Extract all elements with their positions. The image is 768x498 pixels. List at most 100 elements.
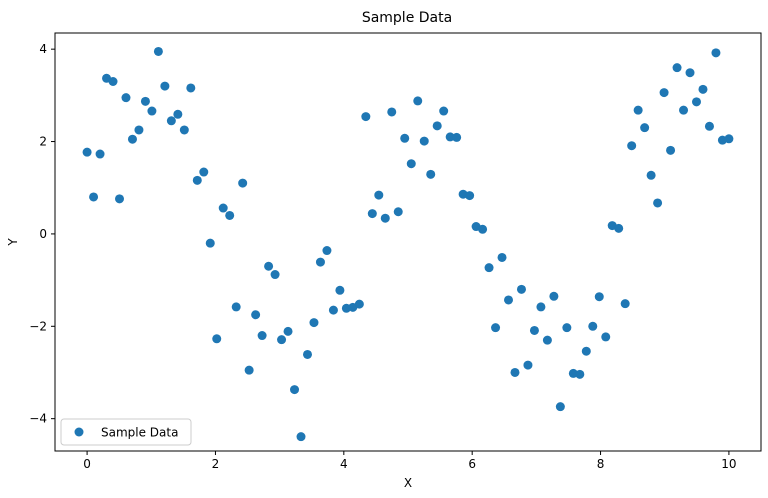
- data-point: [452, 132, 462, 142]
- data-point: [432, 121, 442, 131]
- data-point: [594, 292, 604, 302]
- y-tick-label: 4: [39, 42, 47, 56]
- data-point: [653, 198, 663, 208]
- data-point: [199, 167, 209, 177]
- data-point: [283, 326, 293, 336]
- data-point: [614, 223, 624, 233]
- data-point: [335, 285, 345, 295]
- data-point: [588, 321, 598, 331]
- data-point: [380, 213, 390, 223]
- data-point: [484, 263, 494, 273]
- data-point: [640, 123, 650, 133]
- x-tick-label: 8: [597, 457, 605, 471]
- data-point: [238, 178, 248, 188]
- data-point: [328, 305, 338, 315]
- data-point: [160, 81, 170, 91]
- data-point: [251, 310, 261, 320]
- data-point: [413, 96, 423, 106]
- data-point: [82, 147, 92, 157]
- data-point: [387, 107, 397, 117]
- data-point: [419, 136, 429, 146]
- legend-marker: [74, 427, 84, 437]
- data-point: [290, 385, 300, 395]
- data-point: [374, 190, 384, 200]
- y-tick-label: 0: [39, 227, 47, 241]
- x-tick-label: 4: [340, 457, 348, 471]
- data-point: [192, 175, 202, 185]
- data-point: [575, 369, 585, 379]
- data-point: [536, 302, 546, 312]
- data-point: [542, 335, 552, 345]
- data-point: [620, 299, 630, 309]
- data-point: [225, 210, 235, 220]
- data-point: [186, 83, 196, 93]
- data-point: [147, 106, 157, 116]
- data-point: [309, 318, 319, 328]
- data-point: [108, 76, 118, 86]
- data-point: [679, 105, 689, 115]
- y-axis-ticks: −4 −2 0 2 4: [29, 42, 55, 426]
- plot-area: [55, 33, 761, 451]
- legend-box: [60, 418, 192, 446]
- data-point: [627, 141, 637, 151]
- data-point: [257, 331, 267, 341]
- x-tick-label: 2: [212, 457, 220, 471]
- data-point: [445, 132, 455, 142]
- legend-label: Sample Data: [101, 426, 178, 440]
- y-tick-label: −2: [29, 319, 47, 333]
- data-point: [315, 257, 325, 267]
- data-point: [127, 134, 137, 144]
- data-point: [367, 209, 377, 219]
- data-point: [115, 194, 125, 204]
- data-point: [302, 349, 312, 359]
- data-point: [685, 68, 695, 78]
- data-point: [212, 334, 222, 344]
- x-tick-label: 10: [721, 457, 736, 471]
- data-point: [277, 335, 287, 345]
- x-tick-label: 6: [468, 457, 476, 471]
- data-point: [205, 238, 215, 248]
- data-point: [659, 88, 669, 98]
- data-point: [231, 302, 241, 312]
- data-point: [439, 106, 449, 116]
- legend: Sample Data: [60, 418, 192, 446]
- data-point: [491, 323, 501, 333]
- data-point: [400, 133, 410, 143]
- data-point: [95, 149, 105, 159]
- x-tick-label: 0: [83, 457, 91, 471]
- data-point: [244, 365, 254, 375]
- x-axis-ticks: 0 2 4 6 8 10: [83, 451, 737, 471]
- data-point: [478, 224, 488, 234]
- y-axis-title: Y: [6, 238, 20, 247]
- data-point: [354, 299, 364, 309]
- data-point: [406, 159, 416, 169]
- data-point: [555, 402, 565, 412]
- data-point: [465, 191, 475, 201]
- data-point: [698, 84, 708, 94]
- data-point: [549, 291, 559, 301]
- data-point: [666, 145, 676, 155]
- data-point: [322, 246, 332, 256]
- data-point: [296, 432, 306, 442]
- data-point: [153, 46, 163, 56]
- data-point: [173, 109, 183, 119]
- data-point: [504, 295, 514, 305]
- data-point: [134, 125, 144, 135]
- data-point: [264, 261, 274, 271]
- data-point: [393, 207, 403, 217]
- y-tick-label: −4: [29, 412, 47, 426]
- data-point: [523, 360, 533, 370]
- data-point: [724, 134, 734, 144]
- data-point: [529, 325, 539, 335]
- data-point: [140, 96, 150, 106]
- data-points: [82, 46, 734, 442]
- data-point: [361, 112, 371, 122]
- data-point: [601, 332, 611, 342]
- data-point: [704, 121, 714, 131]
- data-point: [646, 170, 656, 180]
- x-axis-title: X: [404, 476, 412, 490]
- plot-frame: [54, 32, 762, 452]
- chart-title: Sample Data: [362, 10, 452, 26]
- data-point: [633, 105, 643, 115]
